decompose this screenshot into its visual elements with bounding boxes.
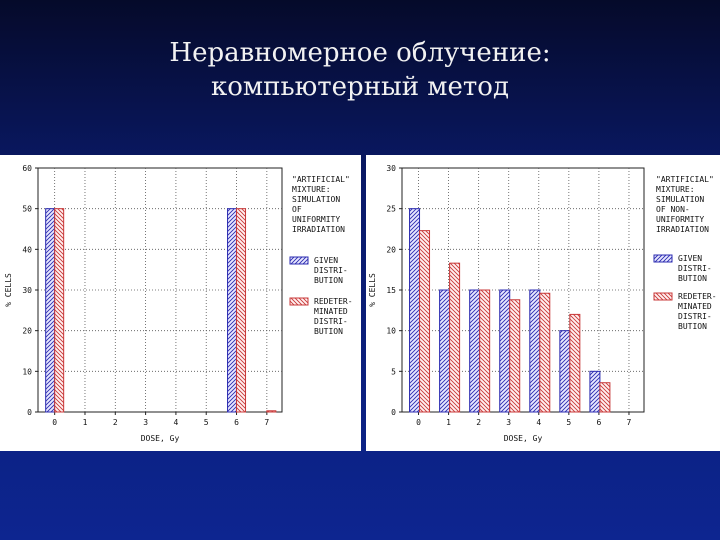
legend-label: REDETER- bbox=[314, 297, 353, 306]
slide-title-line-2: компьютерный метод bbox=[211, 72, 509, 102]
legend-swatch-given bbox=[289, 256, 309, 265]
y-tick-label: 50 bbox=[22, 205, 32, 214]
chart-panel-nonuniform: 0 5 10 15 20 25 30 0 1 2 3 4 5 6 7 % CELLS DOSE, Gy "ARTI… bbox=[366, 155, 720, 451]
x-tick-label: 6 bbox=[596, 418, 601, 427]
x-tick-label: 0 bbox=[416, 418, 421, 427]
bar-redetermined bbox=[449, 262, 461, 413]
bar-given bbox=[529, 289, 541, 413]
x-axis-label: DOSE, Gy bbox=[141, 434, 180, 443]
bar-redetermined bbox=[236, 208, 247, 413]
x-tick-label: 7 bbox=[627, 418, 632, 427]
x-tick-label: 1 bbox=[446, 418, 451, 427]
bar-redetermined bbox=[479, 289, 491, 413]
y-tick-label: 0 bbox=[391, 408, 396, 417]
x-tick-label: 5 bbox=[204, 418, 209, 427]
x-tick-label: 1 bbox=[83, 418, 88, 427]
y-tick-label: 30 bbox=[22, 286, 32, 295]
x-tick-label: 3 bbox=[143, 418, 148, 427]
legend-label: DISTRI- bbox=[678, 312, 712, 321]
legend-label: GIVEN bbox=[678, 254, 702, 263]
chart-nonuniform: 0 5 10 15 20 25 30 0 1 2 3 4 5 6 7 % CELLS DOSE, Gy "ARTI… bbox=[368, 164, 717, 443]
legend-label: BUTION bbox=[678, 274, 707, 283]
x-tick-label: 4 bbox=[536, 418, 541, 427]
annotation-line: OF NON- bbox=[656, 205, 690, 214]
annotation-line: "ARTIFICIAL" bbox=[656, 175, 714, 184]
legend-label: REDETER- bbox=[678, 292, 717, 301]
bar-redetermined bbox=[509, 299, 521, 413]
legend-label: MINATED bbox=[678, 302, 712, 311]
x-tick-label: 2 bbox=[113, 418, 118, 427]
annotation-line: IRRADIATION bbox=[656, 225, 709, 234]
legend-label: BUTION bbox=[678, 322, 707, 331]
y-tick-label: 10 bbox=[22, 367, 32, 376]
bar-given bbox=[559, 330, 571, 413]
legend-swatch-redetermined bbox=[289, 297, 309, 306]
x-axis-label: DOSE, Gy bbox=[504, 434, 543, 443]
bar-given bbox=[409, 208, 421, 413]
bar-redetermined bbox=[569, 313, 581, 413]
slide-title-line-1: Неравномерное облучение: bbox=[169, 38, 551, 68]
y-tick-label: 5 bbox=[391, 367, 396, 376]
legend-label: MINATED bbox=[314, 307, 348, 316]
legend-label: BUTION bbox=[314, 327, 343, 336]
y-tick-label: 60 bbox=[22, 164, 32, 173]
y-tick-label: 0 bbox=[27, 408, 32, 417]
legend-swatch-given bbox=[653, 254, 673, 263]
legend-swatch-redetermined bbox=[653, 292, 673, 301]
annotation-line: UNIFORMITY bbox=[292, 215, 340, 224]
annotation-line: SIMULATION bbox=[292, 195, 340, 204]
annotation-line: MIXTURE: bbox=[292, 185, 331, 194]
x-tick-label: 2 bbox=[476, 418, 481, 427]
bar-given bbox=[469, 289, 481, 413]
legend-label: GIVEN bbox=[314, 256, 338, 265]
plot-area: 0 10 20 30 40 50 60 0 1 2 3 4 5 6 7 % CELLS DOSE, Gy "ART… bbox=[4, 164, 353, 443]
y-tick-label: 20 bbox=[386, 245, 396, 254]
bar-given bbox=[499, 289, 511, 413]
plot-area: 0 5 10 15 20 25 30 0 1 2 3 4 5 6 7 % CELLS DOSE, Gy "ARTI… bbox=[368, 164, 717, 443]
bar-given bbox=[45, 208, 56, 413]
y-tick-label: 25 bbox=[386, 205, 396, 214]
annotation-line: SIMULATION bbox=[656, 195, 704, 204]
annotation-line: "ARTIFICIAL" bbox=[292, 175, 350, 184]
annotation-line: IRRADIATION bbox=[292, 225, 345, 234]
chart-uniform: 0 10 20 30 40 50 60 0 1 2 3 4 5 6 7 % CELLS DOSE, Gy "ART… bbox=[4, 164, 353, 443]
bar-redetermined bbox=[54, 208, 65, 413]
y-axis-label: % CELLS bbox=[368, 273, 377, 307]
x-tick-label: 3 bbox=[506, 418, 511, 427]
legend-label: DISTRI- bbox=[314, 317, 348, 326]
legend-label: BUTION bbox=[314, 276, 343, 285]
x-tick-label: 7 bbox=[264, 418, 269, 427]
bar-given bbox=[227, 208, 238, 413]
x-tick-label: 6 bbox=[234, 418, 239, 427]
x-tick-label: 0 bbox=[52, 418, 57, 427]
y-tick-label: 40 bbox=[22, 245, 32, 254]
y-axis-label: % CELLS bbox=[4, 273, 13, 307]
bar-given bbox=[589, 370, 601, 413]
x-tick-label: 4 bbox=[173, 418, 178, 427]
annotation-line: OF bbox=[292, 205, 302, 214]
bar-redetermined bbox=[419, 230, 431, 413]
bar-given bbox=[439, 289, 451, 413]
y-tick-label: 15 bbox=[386, 286, 396, 295]
legend-label: DISTRI- bbox=[678, 264, 712, 273]
slide-title: Неравномерное облучение: компьютерный ме… bbox=[0, 36, 720, 104]
chart-panel-uniform: 0 10 20 30 40 50 60 0 1 2 3 4 5 6 7 % CELLS DOSE, Gy "ART… bbox=[0, 155, 361, 451]
bar-redetermined bbox=[599, 382, 611, 413]
x-tick-label: 5 bbox=[566, 418, 571, 427]
y-tick-label: 20 bbox=[22, 327, 32, 336]
annotation-line: UNIFORMITY bbox=[656, 215, 704, 224]
y-tick-label: 10 bbox=[386, 327, 396, 336]
bar-redetermined bbox=[539, 292, 551, 413]
y-tick-label: 30 bbox=[386, 164, 396, 173]
annotation-line: MIXTURE: bbox=[656, 185, 695, 194]
bar-redetermined bbox=[266, 410, 277, 413]
legend-label: DISTRI- bbox=[314, 266, 348, 275]
